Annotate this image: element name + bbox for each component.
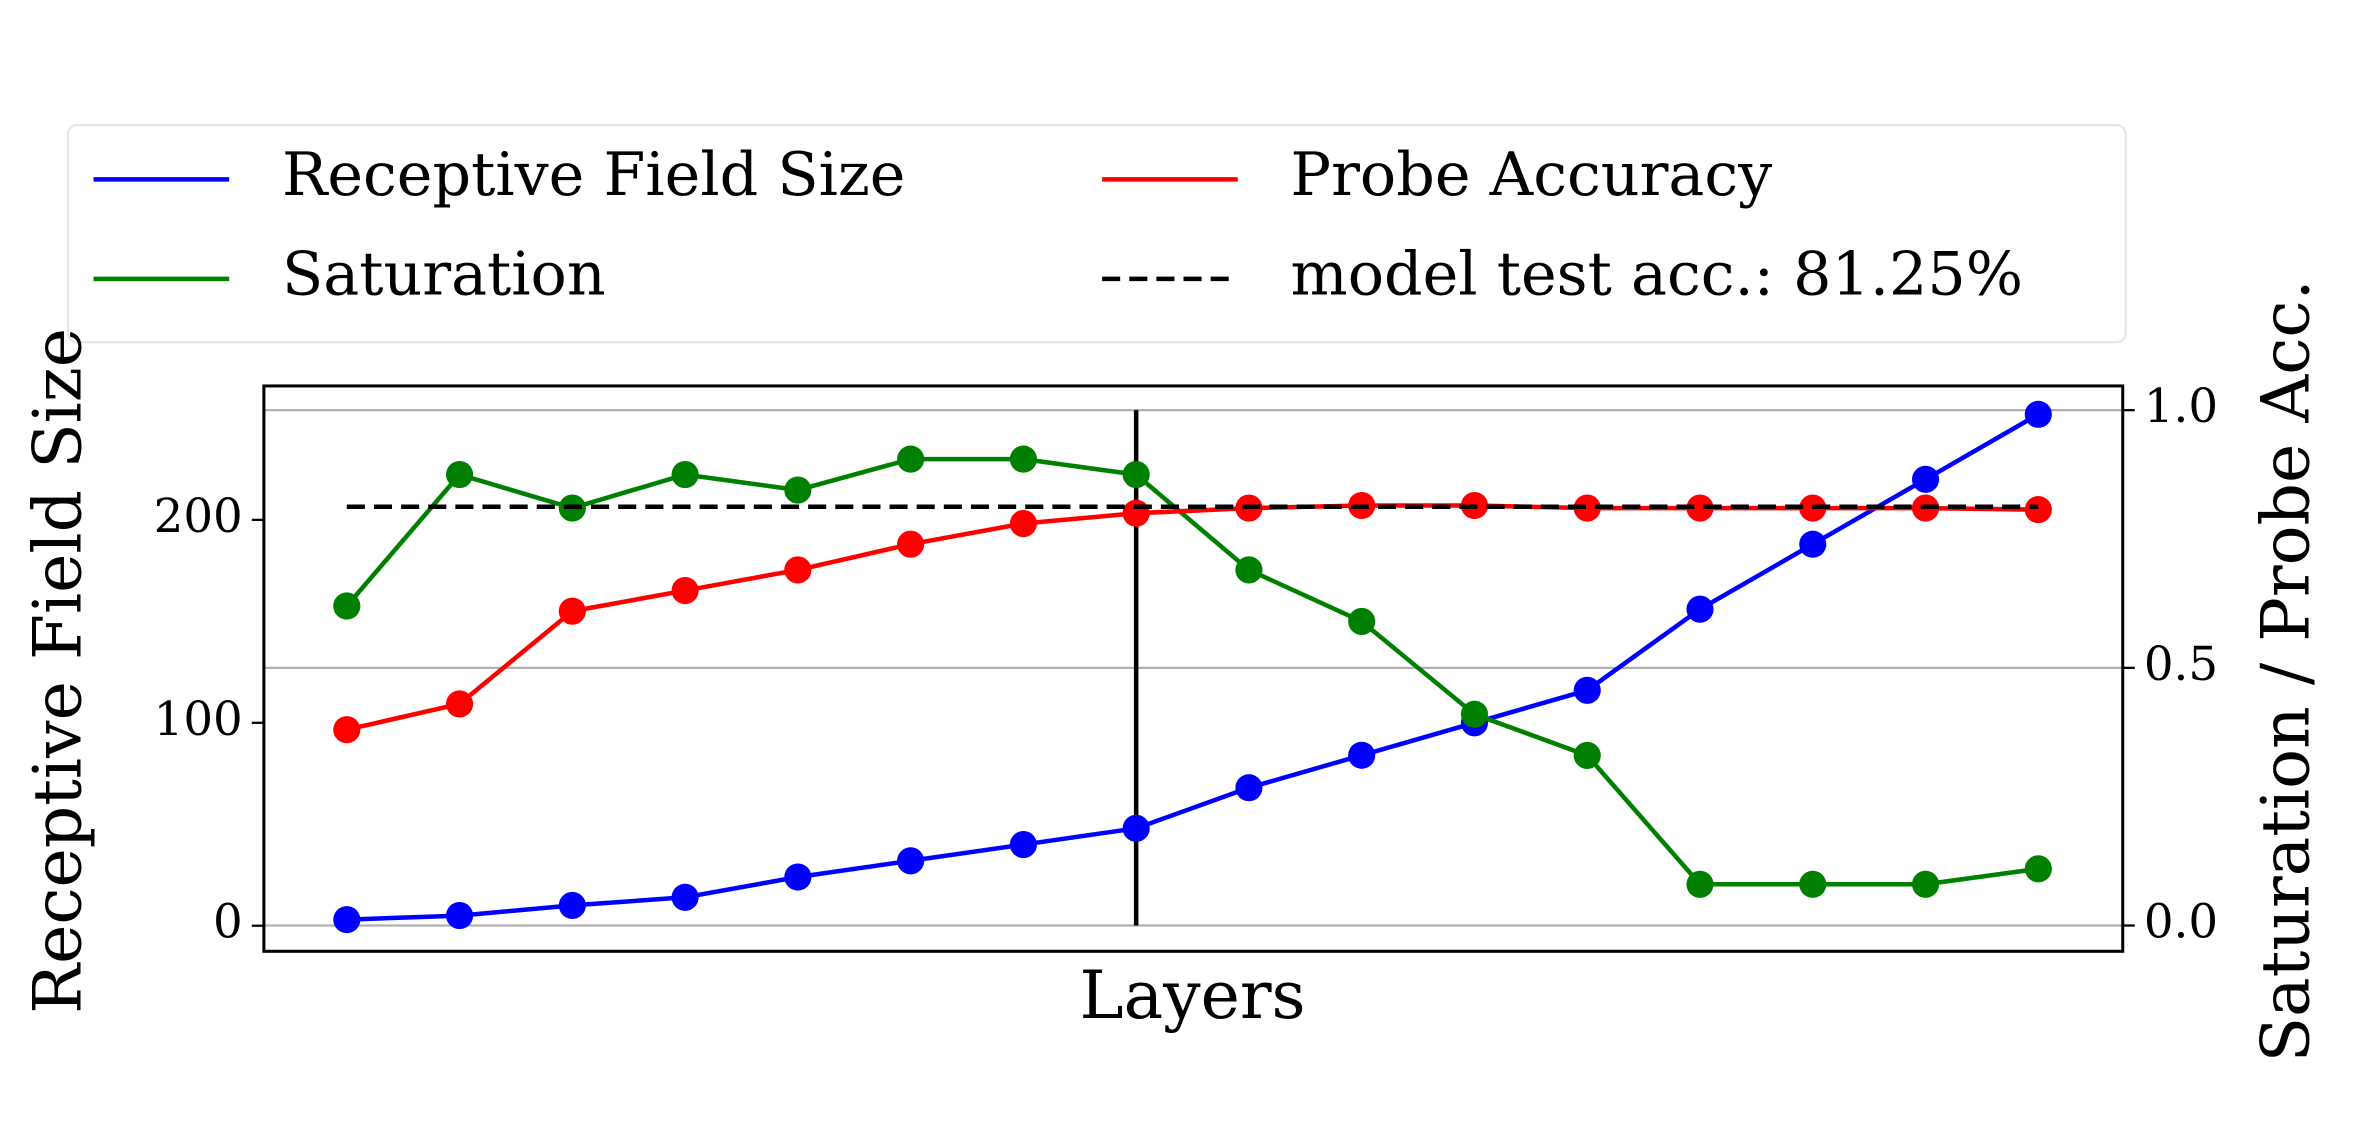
data-point [1009, 830, 1037, 859]
data-point [1122, 814, 1150, 842]
y2-tick-label: 1.0 [2144, 380, 2218, 434]
data-point [1573, 676, 1601, 704]
legend-label: Receptive Field Size [282, 140, 905, 210]
y2-tick-label: 0.0 [2144, 896, 2218, 950]
y-axis-label: Receptive Field Size [18, 328, 96, 1014]
data-point [897, 530, 925, 558]
data-point [1573, 494, 1601, 522]
y2-tick-label: 0.5 [2144, 638, 2218, 692]
data-point [1686, 595, 1714, 623]
data-point [1799, 530, 1827, 558]
data-point [1686, 870, 1714, 898]
legend-label: Probe Accuracy [1291, 140, 1773, 210]
data-point [1122, 499, 1150, 527]
data-point [1348, 607, 1376, 636]
y-tick-label: 100 [154, 693, 243, 747]
data-point [897, 847, 925, 875]
y-tick-label: 200 [154, 490, 243, 544]
y2-axis-label: Saturation / Probe Acc. [2247, 279, 2325, 1062]
data-point [2024, 855, 2052, 883]
data-point [671, 883, 699, 911]
data-point [2024, 496, 2052, 524]
legend-label: Saturation [282, 239, 606, 309]
data-point [784, 556, 812, 584]
data-point [1348, 741, 1376, 769]
series-line [346, 412, 2040, 922]
data-point [1911, 465, 1940, 493]
data-point [1009, 509, 1037, 538]
data-point [333, 592, 361, 620]
plot-frame [262, 384, 2125, 953]
data-point [897, 445, 925, 473]
data-point [1460, 700, 1489, 728]
data-point [1686, 494, 1714, 522]
data-point [1235, 556, 1263, 584]
series-line [346, 503, 2039, 732]
y-tick-label: 0 [213, 896, 243, 950]
data-point [1573, 741, 1601, 770]
series-line [345, 456, 2039, 887]
data-point [671, 461, 699, 489]
data-point [1235, 774, 1263, 802]
legend-box [66, 123, 2127, 344]
data-point [1799, 870, 1827, 898]
data-point [333, 716, 361, 744]
legend-label: model test acc.: 81.25% [1291, 239, 2024, 309]
data-point [558, 597, 586, 625]
data-point [2024, 400, 2052, 428]
data-point [1009, 445, 1037, 473]
data-point [333, 906, 361, 934]
data-point [1911, 870, 1940, 898]
data-point [558, 891, 586, 919]
data-point [784, 476, 812, 504]
x-axis-label: Layers [1080, 956, 1306, 1034]
data-point [671, 576, 699, 605]
data-point [445, 461, 474, 489]
data-point [1122, 461, 1150, 489]
data-point [784, 863, 812, 891]
data-point [445, 690, 474, 718]
data-point [445, 902, 474, 930]
